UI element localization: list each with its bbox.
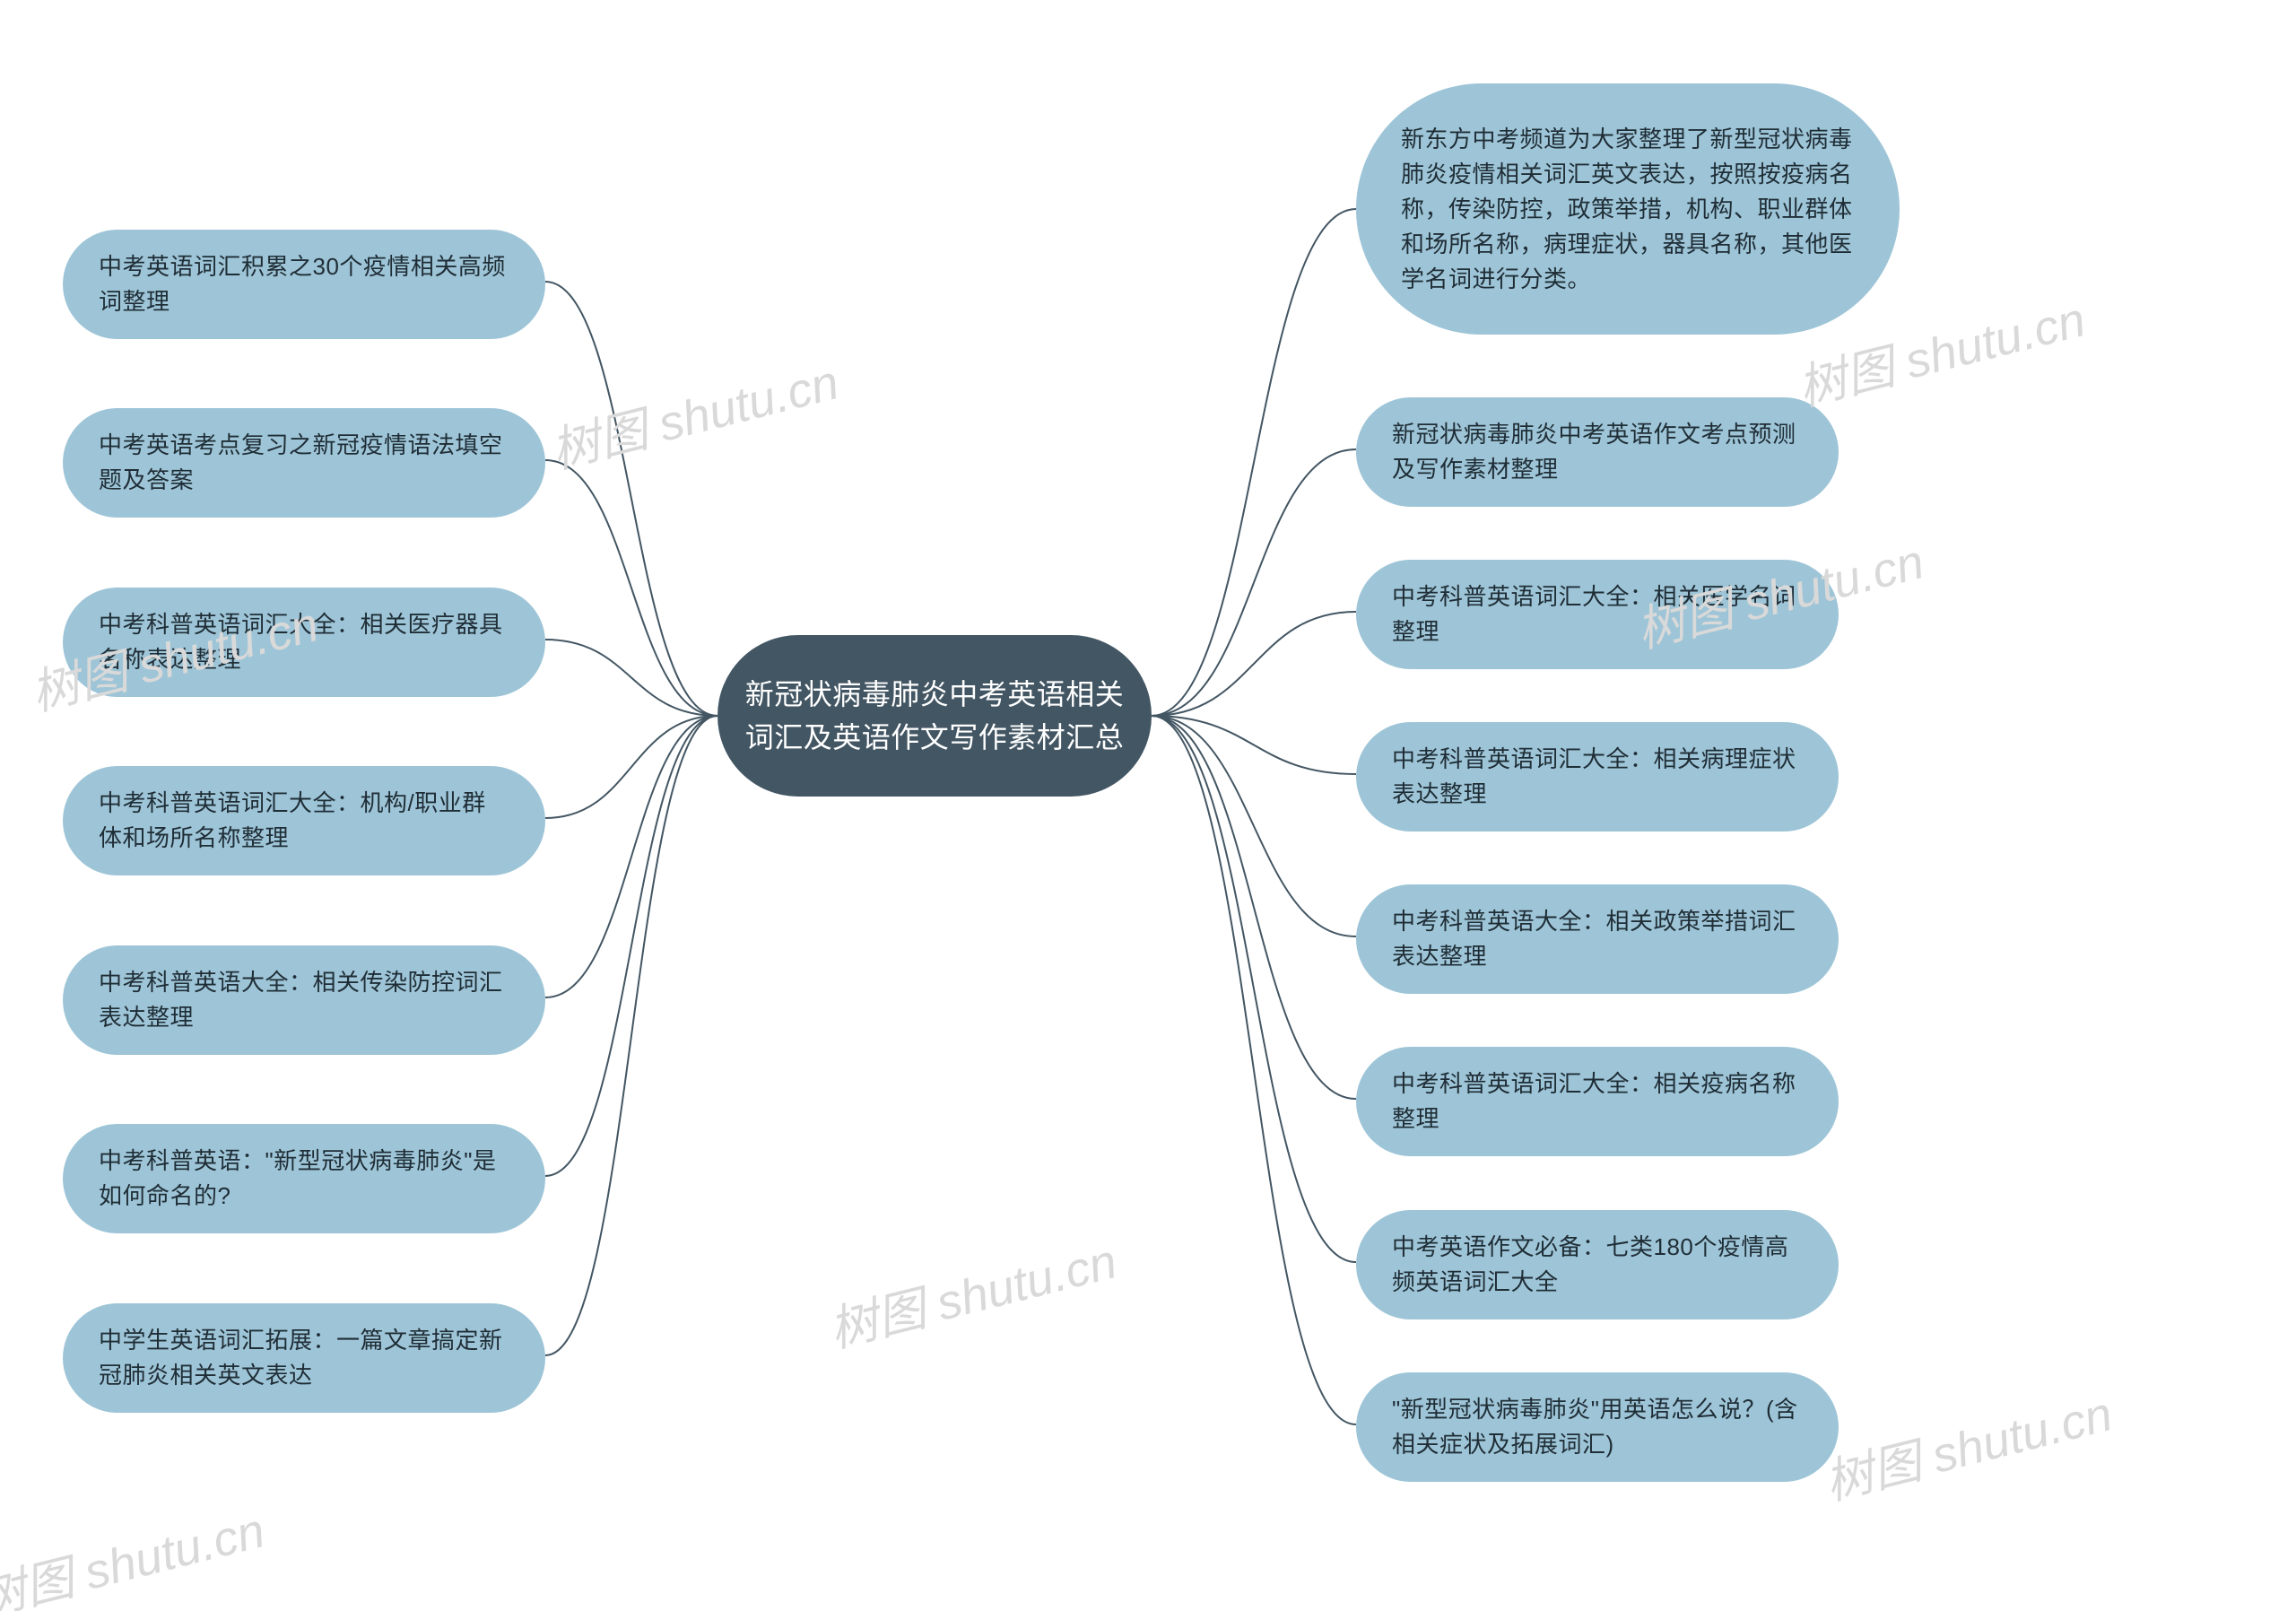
connector-path: [545, 282, 718, 716]
connector-path: [545, 460, 718, 716]
watermark: 树图 shutu.cn: [821, 1222, 1123, 1362]
leaf-node: 中考英语作文必备：七类180个疫情高频英语词汇大全: [1356, 1210, 1839, 1319]
connector-path: [545, 640, 718, 716]
leaf-node: 中考科普英语词汇大全：相关疫病名称整理: [1356, 1047, 1839, 1156]
node-label: 中考英语考点复习之新冠疫情语法填空题及答案: [99, 428, 509, 498]
leaf-node: 中考科普英语词汇大全：相关医学名词整理: [1356, 560, 1839, 669]
connector-path: [1152, 612, 1356, 716]
watermark: 树图 shutu.cn: [1816, 1374, 2118, 1514]
node-label: 中考科普英语词汇大全：相关病理症状表达整理: [1392, 742, 1803, 812]
node-label: 中考科普英语大全：相关传染防控词汇表达整理: [99, 965, 509, 1035]
node-label: 新冠状病毒肺炎中考英语相关词汇及英语作文写作素材汇总: [744, 673, 1125, 759]
node-label: 中考科普英语："新型冠状病毒肺炎"是如何命名的?: [99, 1144, 509, 1214]
node-label: 新东方中考频道为大家整理了新型冠状病毒肺炎疫情相关词汇英文表达，按照按疫病名称，…: [1401, 122, 1855, 297]
leaf-node: 中考科普英语："新型冠状病毒肺炎"是如何命名的?: [63, 1124, 545, 1233]
node-label: 中考科普英语词汇大全：相关疫病名称整理: [1392, 1067, 1803, 1136]
node-label: 中学生英语词汇拓展：一篇文章搞定新冠肺炎相关英文表达: [99, 1323, 509, 1393]
connector-path: [1152, 209, 1356, 716]
node-label: 中考科普英语词汇大全：相关医疗器具名称表达整理: [99, 607, 509, 677]
mindmap-canvas: 新冠状病毒肺炎中考英语相关词汇及英语作文写作素材汇总 新东方中考频道为大家整理了新…: [0, 0, 2296, 1611]
leaf-node: 中考科普英语大全：相关传染防控词汇表达整理: [63, 945, 545, 1055]
connector-path: [545, 716, 718, 997]
node-label: 中考科普英语词汇大全：相关医学名词整理: [1392, 579, 1803, 649]
leaf-node: "新型冠状病毒肺炎"用英语怎么说？(含相关症状及拓展词汇): [1356, 1372, 1839, 1482]
node-label: 中考英语词汇积累之30个疫情相关高频词整理: [99, 249, 509, 319]
connector-path: [545, 716, 718, 1176]
leaf-node: 中考科普英语词汇大全：机构/职业群体和场所名称整理: [63, 766, 545, 875]
node-label: 中考科普英语词汇大全：机构/职业群体和场所名称整理: [99, 786, 509, 856]
leaf-node: 中学生英语词汇拓展：一篇文章搞定新冠肺炎相关英文表达: [63, 1303, 545, 1413]
leaf-node: 新冠状病毒肺炎中考英语作文考点预测及写作素材整理: [1356, 397, 1839, 507]
leaf-node: 新东方中考频道为大家整理了新型冠状病毒肺炎疫情相关词汇英文表达，按照按疫病名称，…: [1356, 83, 1900, 335]
connector-path: [545, 716, 718, 818]
center-node: 新冠状病毒肺炎中考英语相关词汇及英语作文写作素材汇总: [718, 635, 1152, 797]
leaf-node: 中考英语词汇积累之30个疫情相关高频词整理: [63, 230, 545, 339]
node-label: 新冠状病毒肺炎中考英语作文考点预测及写作素材整理: [1392, 417, 1803, 487]
connector-path: [1152, 716, 1356, 1424]
leaf-node: 中考科普英语大全：相关政策举措词汇表达整理: [1356, 884, 1839, 994]
watermark: 树图 shutu.cn: [543, 343, 845, 483]
connector-path: [1152, 449, 1356, 716]
node-label: "新型冠状病毒肺炎"用英语怎么说？(含相关症状及拓展词汇): [1392, 1392, 1803, 1462]
node-label: 中考英语作文必备：七类180个疫情高频英语词汇大全: [1392, 1230, 1803, 1300]
connector-path: [1152, 716, 1356, 1099]
connector-path: [1152, 716, 1356, 1262]
connector-path: [1152, 716, 1356, 774]
leaf-node: 中考科普英语词汇大全：相关病理症状表达整理: [1356, 722, 1839, 832]
connector-path: [1152, 716, 1356, 936]
leaf-node: 中考英语考点复习之新冠疫情语法填空题及答案: [63, 408, 545, 518]
leaf-node: 中考科普英语词汇大全：相关医疗器具名称表达整理: [63, 588, 545, 697]
connector-path: [545, 716, 718, 1355]
watermark: 树图 shutu.cn: [0, 1491, 271, 1611]
node-label: 中考科普英语大全：相关政策举措词汇表达整理: [1392, 904, 1803, 974]
